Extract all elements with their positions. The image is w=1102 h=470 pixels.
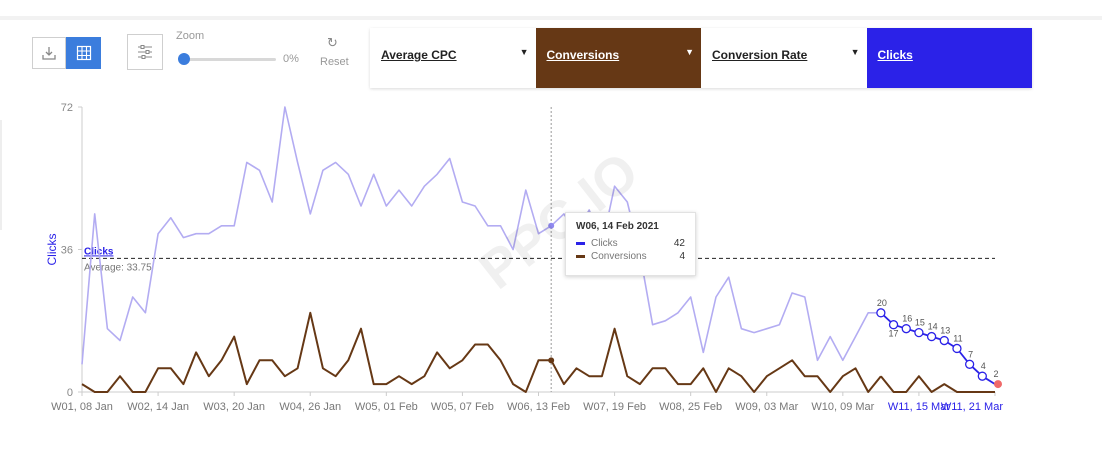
hover-point-clicks — [548, 222, 555, 229]
x-tick-label: W09, 03 Mar — [735, 401, 798, 413]
forecast-end-point — [994, 380, 1002, 389]
clicks-line — [81, 106, 881, 365]
reset-icon[interactable]: ↻ — [327, 35, 338, 50]
forecast-point — [888, 320, 899, 330]
forecast-point — [901, 324, 911, 334]
x-tick-label: W05, 07 Feb — [431, 401, 494, 413]
forecast-point-label: 4 — [981, 361, 986, 371]
forecast-point — [939, 335, 949, 346]
forecast-point-label: 7 — [968, 349, 973, 359]
forecast-point-label: 15 — [915, 318, 925, 328]
x-tick-label: W03, 20 Jan — [203, 401, 265, 413]
zoom-label: Zoom — [176, 30, 205, 42]
forecast-conversions-line — [880, 375, 995, 393]
forecast-point-label: 2 — [993, 369, 998, 379]
y-axis-title: Clicks — [45, 234, 59, 266]
tooltip-series-value: 4 — [679, 251, 685, 262]
forecast-point — [964, 359, 975, 369]
x-tick-label: W01, 08 Jan — [51, 401, 113, 413]
metric-dropdown-clicks[interactable]: Clicks — [866, 28, 1032, 88]
tooltip-series-name: Clicks — [591, 238, 618, 249]
x-tick-label: W02, 14 Jan — [127, 401, 189, 413]
caret-down-icon: ▼ — [685, 47, 694, 57]
conversions-line — [81, 311, 882, 393]
forecast-point-label: 20 — [877, 298, 887, 308]
forecast-point — [977, 371, 987, 381]
zoom-value: 0% — [283, 53, 299, 65]
forecast-point — [876, 308, 886, 318]
y-tick-label: 0 — [67, 387, 73, 399]
metric-selector-bar: Average CPC ▼ Conversions ▼ Conversion R… — [370, 28, 1032, 88]
forecast-point-label: 17 — [889, 329, 899, 339]
forecast-point-label: 14 — [928, 322, 938, 332]
x-tick-label: W05, 01 Feb — [355, 401, 418, 413]
x-tick-label: W06, 13 Feb — [507, 401, 570, 413]
x-tick-label: W08, 25 Feb — [659, 401, 722, 413]
caret-down-icon: ▼ — [519, 47, 529, 57]
download-button[interactable] — [32, 37, 66, 69]
metric-label: Conversion Rate — [712, 48, 808, 62]
metric-dropdown-conversion-rate[interactable]: Conversion Rate ▼ — [701, 28, 867, 88]
left-edge-divider — [0, 120, 2, 230]
top-divider — [0, 16, 1102, 20]
metric-dropdown-conversions[interactable]: Conversions ▼ — [535, 28, 701, 88]
zoom-slider-track[interactable] — [184, 58, 276, 61]
forecast-point-label: 16 — [902, 314, 912, 324]
y-tick-label: 72 — [61, 102, 73, 114]
hover-point-conversions — [548, 357, 555, 364]
legend-swatch — [576, 255, 585, 258]
metric-label: Conversions — [546, 48, 620, 62]
metric-dropdown-average-cpc[interactable]: Average CPC ▼ — [370, 28, 536, 88]
x-tick-label: W07, 19 Feb — [583, 401, 646, 413]
zoom-slider-handle[interactable] — [178, 53, 190, 65]
forecast-point-label: 13 — [940, 326, 950, 336]
forecast-point-label: 11 — [953, 333, 962, 343]
legend-swatch — [576, 242, 585, 245]
forecast-point — [914, 327, 924, 338]
filter-settings-button[interactable] — [127, 34, 163, 70]
table-view-button[interactable] — [66, 37, 101, 69]
forecast-clicks-line — [880, 312, 996, 385]
tooltip-title: W06, 14 Feb 2021 — [576, 221, 659, 232]
metric-label: Clicks — [877, 48, 913, 62]
x-tick-label: W04, 26 Jan — [279, 401, 341, 413]
download-icon — [42, 47, 56, 60]
caret-down-icon: ▼ — [850, 47, 860, 57]
x-tick-label: W11, 15 Mar — [888, 401, 950, 413]
metric-label: Average CPC — [381, 48, 457, 62]
forecast-point — [926, 331, 937, 342]
sliders-icon — [138, 45, 152, 59]
grid-table-icon — [76, 45, 91, 61]
tooltip-row-clicks: Clicks 42 — [576, 238, 685, 249]
x-tick-label: W10, 09 Mar — [811, 401, 874, 413]
y-tick-label: 36 — [61, 245, 73, 257]
average-value-label: Average: 33.75 — [84, 262, 152, 273]
x-tick-label: W11, 21 Mar — [941, 401, 1003, 413]
chart-tooltip: W06, 14 Feb 2021 Clicks 42 Conversions 4 — [565, 212, 696, 276]
reset-button[interactable]: Reset — [320, 56, 349, 68]
tooltip-series-value: 42 — [673, 238, 685, 249]
forecast-point — [952, 343, 962, 354]
tooltip-series-name: Conversions — [591, 251, 647, 262]
tooltip-row-conversions: Conversions 4 — [576, 251, 685, 262]
